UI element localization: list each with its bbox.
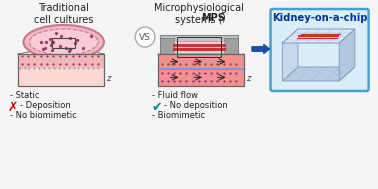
Polygon shape: [282, 29, 355, 43]
Text: Traditional
cell cultures: Traditional cell cultures: [34, 3, 93, 25]
Bar: [52, 38, 76, 48]
Text: - Static: - Static: [10, 91, 39, 100]
Ellipse shape: [23, 25, 104, 59]
Text: - Deposition: - Deposition: [20, 101, 70, 110]
Text: - Biomimetic: - Biomimetic: [152, 111, 205, 120]
FancyArrow shape: [252, 44, 270, 53]
Text: Kidney-on-a-chip: Kidney-on-a-chip: [272, 13, 367, 23]
Text: ): ): [222, 13, 225, 23]
Bar: [18, 68, 104, 86]
Bar: [160, 38, 174, 56]
Ellipse shape: [29, 29, 98, 55]
Text: Microphysiological
systems (: Microphysiological systems (: [154, 3, 244, 25]
Bar: [174, 41, 225, 53]
Bar: [225, 38, 238, 56]
Text: z: z: [106, 74, 110, 83]
Bar: [158, 70, 244, 86]
Polygon shape: [282, 29, 298, 81]
Circle shape: [135, 27, 155, 47]
Text: z: z: [246, 74, 251, 83]
Bar: [158, 54, 244, 68]
Bar: [160, 35, 238, 59]
Bar: [18, 54, 104, 86]
Text: VS: VS: [139, 33, 151, 42]
Polygon shape: [282, 67, 355, 81]
Text: - Fluid flow: - Fluid flow: [152, 91, 198, 100]
Bar: [177, 37, 221, 57]
Polygon shape: [339, 29, 355, 81]
Text: - No deposition: - No deposition: [164, 101, 228, 110]
Bar: [158, 54, 244, 86]
Bar: [18, 54, 104, 68]
Bar: [158, 68, 244, 70]
Text: MPS: MPS: [201, 13, 225, 23]
FancyBboxPatch shape: [271, 9, 369, 91]
Text: ✔: ✔: [152, 101, 163, 114]
Text: ✗: ✗: [8, 101, 19, 114]
Text: - No biomimetic: - No biomimetic: [10, 111, 77, 120]
